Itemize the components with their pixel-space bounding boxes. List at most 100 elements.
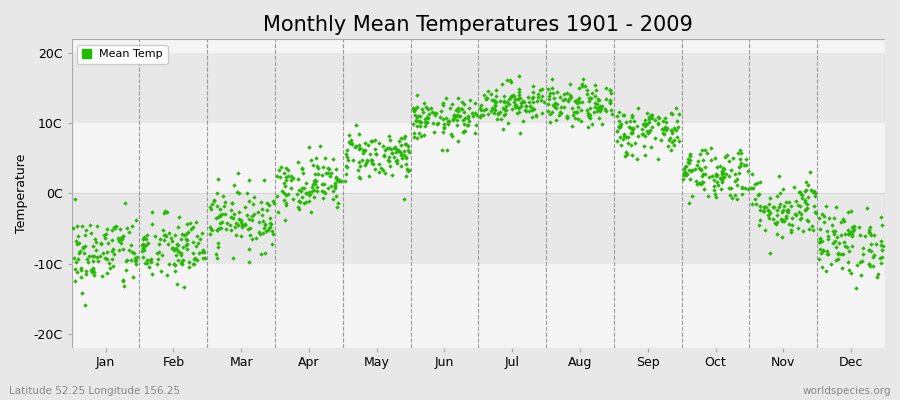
Point bbox=[820, 250, 834, 257]
Point bbox=[135, 242, 149, 248]
Point bbox=[735, 190, 750, 197]
Point bbox=[196, 247, 211, 253]
Point bbox=[352, 146, 366, 152]
Point bbox=[582, 114, 597, 120]
Point bbox=[862, 263, 877, 269]
Point bbox=[274, 188, 289, 194]
Point bbox=[861, 261, 876, 268]
Point bbox=[704, 144, 718, 151]
Point bbox=[233, 217, 248, 224]
Point bbox=[107, 250, 122, 257]
Point bbox=[860, 205, 875, 211]
Point bbox=[328, 182, 343, 189]
Point bbox=[842, 226, 856, 233]
Point bbox=[543, 119, 557, 125]
Point bbox=[470, 112, 484, 119]
Point bbox=[170, 280, 184, 287]
Point bbox=[716, 170, 730, 176]
Point bbox=[838, 243, 852, 249]
Point bbox=[278, 177, 293, 184]
Point bbox=[640, 128, 654, 134]
Point bbox=[778, 215, 793, 221]
Point bbox=[191, 240, 205, 246]
Point bbox=[384, 150, 399, 156]
Point bbox=[861, 229, 876, 235]
Point bbox=[788, 198, 803, 204]
Point bbox=[140, 235, 154, 242]
Point bbox=[456, 121, 471, 127]
Point bbox=[795, 192, 809, 198]
Point bbox=[454, 105, 469, 112]
Point bbox=[409, 117, 423, 124]
Point bbox=[803, 169, 817, 176]
Point bbox=[794, 211, 808, 218]
Point bbox=[185, 224, 200, 230]
Point bbox=[867, 254, 881, 260]
Point bbox=[516, 98, 530, 104]
Point bbox=[792, 189, 806, 195]
Point bbox=[292, 187, 306, 194]
Point bbox=[352, 142, 366, 148]
Point bbox=[611, 123, 625, 129]
Point bbox=[77, 243, 92, 250]
Point bbox=[498, 105, 512, 112]
Point bbox=[570, 100, 584, 106]
Point bbox=[640, 110, 654, 116]
Point bbox=[591, 115, 606, 122]
Legend: Mean Temp: Mean Temp bbox=[77, 45, 167, 64]
Point bbox=[74, 267, 88, 273]
Point bbox=[86, 269, 101, 275]
Point bbox=[456, 129, 471, 135]
Point bbox=[838, 231, 852, 237]
Point bbox=[411, 130, 426, 137]
Point bbox=[224, 227, 238, 234]
Point bbox=[781, 207, 796, 213]
Point bbox=[664, 127, 679, 133]
Point bbox=[164, 234, 178, 241]
Point bbox=[353, 145, 367, 151]
Point bbox=[345, 141, 359, 147]
Point bbox=[329, 175, 344, 181]
Point bbox=[807, 192, 822, 199]
Point bbox=[708, 191, 723, 198]
Point bbox=[598, 85, 613, 92]
Point bbox=[274, 164, 288, 170]
Point bbox=[517, 99, 531, 105]
Point bbox=[194, 249, 209, 256]
Point bbox=[801, 218, 815, 224]
Point bbox=[507, 92, 521, 98]
Point bbox=[394, 142, 409, 149]
Point bbox=[790, 202, 805, 208]
Point bbox=[414, 133, 428, 140]
Point bbox=[831, 250, 845, 256]
Point bbox=[612, 109, 626, 116]
Point bbox=[497, 93, 511, 100]
Point bbox=[364, 157, 379, 163]
Point bbox=[306, 162, 320, 168]
Point bbox=[206, 197, 220, 203]
Point bbox=[549, 105, 563, 112]
Point bbox=[793, 216, 807, 223]
Point bbox=[291, 159, 305, 165]
Point bbox=[256, 218, 270, 224]
Point bbox=[561, 98, 575, 104]
Point bbox=[407, 106, 421, 112]
Point bbox=[853, 232, 868, 239]
Point bbox=[356, 148, 371, 154]
Point bbox=[626, 125, 640, 131]
Point bbox=[212, 220, 227, 226]
Point bbox=[784, 203, 798, 210]
Point bbox=[797, 206, 812, 213]
Point bbox=[463, 97, 477, 103]
Point bbox=[185, 250, 200, 256]
Point bbox=[212, 214, 226, 220]
Point bbox=[814, 250, 829, 256]
Point bbox=[100, 256, 114, 262]
Point bbox=[542, 93, 556, 99]
Point bbox=[528, 112, 543, 118]
Point bbox=[800, 217, 814, 223]
Point bbox=[570, 97, 584, 103]
Point bbox=[543, 90, 557, 96]
Point bbox=[734, 184, 749, 191]
Point bbox=[793, 189, 807, 195]
